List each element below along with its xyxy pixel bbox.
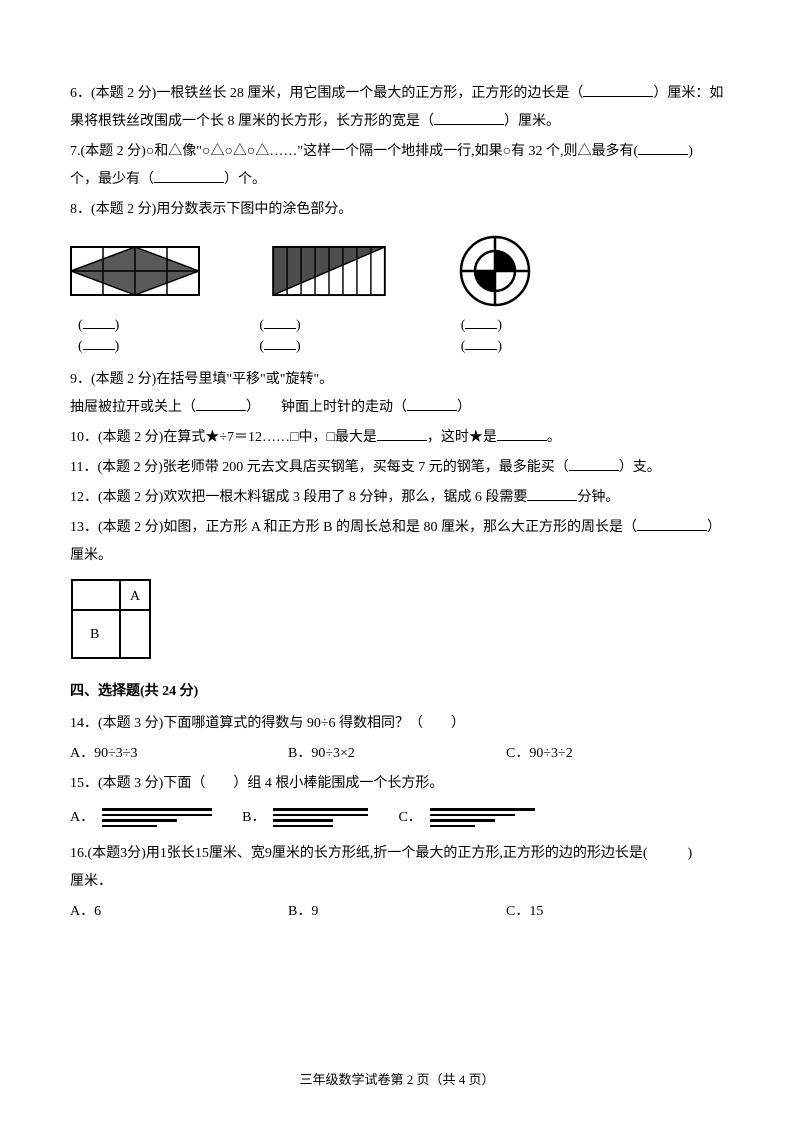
- q6-text-c: 果将根铁丝改围成一个长 8 厘米的长方形，长方形的宽是（: [70, 114, 434, 129]
- q8-fraction-blanks: () () () () () (): [70, 314, 724, 356]
- question-9: 9．(本题 2 分)在括号里填"平移"或"旋转"。 抽屉被拉开或关上（ ） 钟面上…: [70, 366, 724, 422]
- question-10: 10．(本题 2 分)在算式★÷7＝12……□中，□最大是 ，这时★是 。: [70, 424, 724, 452]
- q16-text-a: 16.(本题3分)用1张长15厘米、宽9厘米的长方形纸,折一个最大的正方形,正方…: [70, 846, 647, 861]
- q15-opt-b-label: B．: [242, 804, 265, 832]
- q10-blank-2[interactable]: [497, 426, 547, 441]
- q11-text-b: ）支。: [619, 460, 661, 475]
- q10-text-a: 10．(本题 2 分)在算式★÷7＝12……□中，□最大是: [70, 430, 377, 445]
- q12-text-a: 12．(本题 2 分)欢欢把一根木料锯成 3 段用了 8 分钟，那么，锯成 6 …: [70, 490, 527, 505]
- q8-figure-2: [270, 245, 388, 297]
- q9-line-a: 抽屉被拉开或关上（: [70, 400, 196, 415]
- q10-text-b: ，这时★是: [427, 430, 497, 445]
- q7-blank-2[interactable]: [154, 168, 224, 183]
- q8-frac-3[interactable]: () (): [461, 314, 502, 356]
- q16-text-c: 厘米．: [70, 868, 724, 896]
- q13-blank-1[interactable]: [637, 516, 707, 531]
- q6-blank-1[interactable]: [583, 82, 653, 97]
- section-4-title: 四、选择题(共 24 分): [70, 678, 724, 706]
- q15-sticks-a: [102, 805, 212, 830]
- q6-blank-2[interactable]: [434, 110, 504, 125]
- q16-option-b[interactable]: B．9: [288, 898, 506, 926]
- q7-text-c: 个，最少有（: [70, 172, 154, 187]
- q7-blank-1[interactable]: [638, 140, 688, 155]
- q14-option-a[interactable]: A．90÷3÷3: [70, 740, 288, 768]
- q7-text-d: ）个。: [224, 172, 266, 187]
- q14-option-c[interactable]: C．90÷3÷2: [506, 740, 724, 768]
- q8-figure-3: [458, 234, 532, 308]
- q8-frac-2[interactable]: () (): [259, 314, 300, 356]
- q16-option-a[interactable]: A．6: [70, 898, 288, 926]
- page-footer: 三年级数学试卷第 2 页（共 4 页）: [0, 1067, 794, 1093]
- q12-text-b: 分钟。: [577, 490, 619, 505]
- q11-text-a: 11．(本题 2 分)张老师带 200 元去文具店买钢笔，买每支 7 元的钢笔，…: [70, 460, 569, 475]
- q9-blank-2[interactable]: [407, 396, 457, 411]
- q16-text-b: ): [687, 846, 692, 861]
- q13-text-a: 13．(本题 2 分)如图，正方形 A 和正方形 B 的周长总和是 80 厘米，…: [70, 520, 637, 535]
- q11-blank-1[interactable]: [569, 456, 619, 471]
- question-13: 13．(本题 2 分)如图，正方形 A 和正方形 B 的周长总和是 80 厘米，…: [70, 514, 724, 660]
- q15-sticks-c: [430, 805, 535, 830]
- q9-line-c: ）: [457, 400, 471, 415]
- q15-opt-c-label: C．: [398, 804, 421, 832]
- q13-label-a: A: [130, 589, 141, 604]
- question-6: 6．(本题 2 分)一根铁丝长 28 厘米，用它围成一个最大的正方形，正方形的边…: [70, 80, 724, 136]
- q8-figure-1: [70, 246, 200, 296]
- question-16: 16.(本题3分)用1张长15厘米、宽9厘米的长方形纸,折一个最大的正方形,正方…: [70, 840, 724, 926]
- q13-figure: A B: [70, 578, 724, 660]
- question-14: 14．(本题 3 分)下面哪道算式的得数与 90÷6 得数相同？（ ） A．90…: [70, 710, 724, 768]
- q6-text-a: 6．(本题 2 分)一根铁丝长 28 厘米，用它围成一个最大的正方形，正方形的边…: [70, 86, 583, 101]
- q8-frac-1[interactable]: () (): [78, 314, 119, 356]
- q13-text-c: 厘米。: [70, 542, 724, 570]
- q10-text-c: 。: [547, 430, 561, 445]
- question-7: 7.(本题 2 分)○和△像"○△○△○△……"这样一个隔一个地排成一行,如果○…: [70, 138, 724, 194]
- q7-text-b: ): [688, 144, 693, 159]
- q13-text-b: ）: [707, 520, 721, 535]
- q16-option-c[interactable]: C．15: [506, 898, 724, 926]
- q6-text-d: ）厘米。: [504, 114, 560, 129]
- q6-text-b: ）厘米：如: [653, 86, 723, 101]
- q8-text: 8．(本题 2 分)用分数表示下图中的涂色部分。: [70, 196, 724, 224]
- q13-label-b: B: [90, 627, 99, 642]
- q15-option-a[interactable]: A．: [70, 804, 212, 832]
- q14-text: 14．(本题 3 分)下面哪道算式的得数与 90÷6 得数相同？（ ）: [70, 710, 724, 738]
- q14-option-b[interactable]: B．90÷3×2: [288, 740, 506, 768]
- question-8: 8．(本题 2 分)用分数表示下图中的涂色部分。: [70, 196, 724, 356]
- q8-figures: [70, 234, 724, 308]
- q10-blank-1[interactable]: [377, 426, 427, 441]
- q15-option-b[interactable]: B．: [242, 804, 368, 832]
- q12-blank-1[interactable]: [527, 486, 577, 501]
- q9-text: 9．(本题 2 分)在括号里填"平移"或"旋转"。: [70, 366, 724, 394]
- q15-sticks-b: [273, 805, 368, 830]
- q9-line-b: ） 钟面上时针的走动（: [246, 400, 407, 415]
- question-15: 15．(本题 3 分)下面（ ）组 4 根小棒能围成一个长方形。 A． B． C…: [70, 770, 724, 832]
- q15-option-c[interactable]: C．: [398, 804, 534, 832]
- q9-blank-1[interactable]: [196, 396, 246, 411]
- question-12: 12．(本题 2 分)欢欢把一根木料锯成 3 段用了 8 分钟，那么，锯成 6 …: [70, 484, 724, 512]
- question-11: 11．(本题 2 分)张老师带 200 元去文具店买钢笔，买每支 7 元的钢笔，…: [70, 454, 724, 482]
- q7-text-a: 7.(本题 2 分)○和△像"○△○△○△……"这样一个隔一个地排成一行,如果○…: [70, 144, 638, 159]
- q15-opt-a-label: A．: [70, 804, 94, 832]
- q15-text: 15．(本题 3 分)下面（ ）组 4 根小棒能围成一个长方形。: [70, 770, 724, 798]
